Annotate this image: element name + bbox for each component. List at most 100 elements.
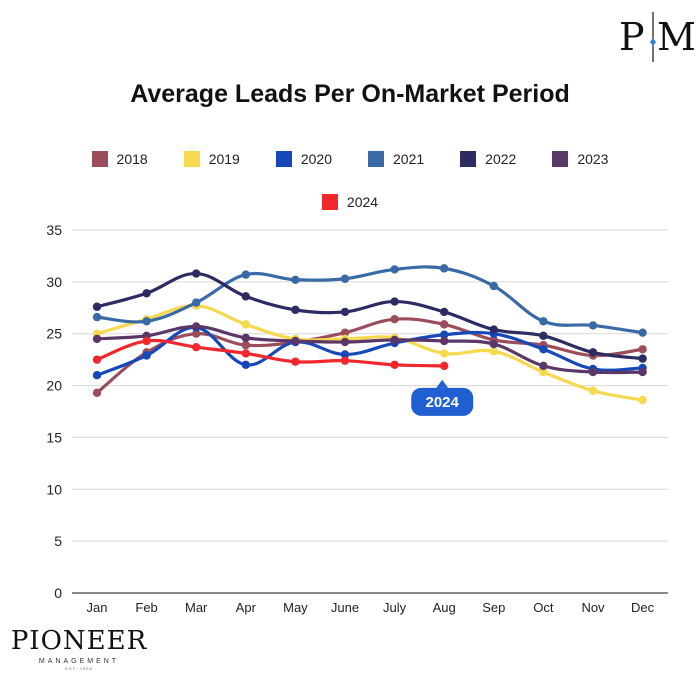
data-point-2021 (588, 321, 598, 330)
x-tick-label: Nov (581, 600, 605, 615)
data-point-2022 (291, 305, 300, 315)
x-tick-label: July (383, 600, 407, 615)
data-point-2024 (142, 336, 151, 346)
legend-label: 2020 (300, 151, 332, 167)
data-point-2023 (241, 333, 250, 343)
pm-monogram-divider (650, 12, 656, 62)
data-point-2021 (291, 275, 300, 284)
legend-item: 2019 (183, 151, 240, 167)
data-point-2021 (390, 265, 399, 274)
data-point-2022 (638, 354, 647, 363)
data-point-2021 (489, 281, 498, 291)
legend-swatch (183, 151, 200, 167)
data-point-2023 (390, 335, 399, 345)
data-point-2022 (340, 307, 350, 317)
data-point-2021 (92, 312, 102, 322)
legend-item: 2023 (552, 151, 608, 167)
pm-monogram-p: P (619, 15, 645, 59)
data-point-2019 (440, 349, 449, 358)
data-point-2023 (92, 334, 102, 344)
data-point-2023 (539, 361, 548, 371)
data-point-2024 (440, 361, 449, 371)
x-tick-label: Jan (87, 600, 108, 615)
data-point-2022 (92, 302, 102, 311)
data-point-2021 (340, 274, 350, 283)
data-point-2020 (142, 351, 151, 360)
pioneer-management-logo: PIONEER MANAGEMENT EST. 1998 (4, 628, 154, 671)
legend-swatch (91, 151, 108, 167)
x-tick-label: Mar (185, 600, 208, 615)
legend-item: 2024 (321, 194, 378, 210)
legend-swatch (275, 151, 292, 167)
data-point-2020 (539, 345, 548, 354)
data-point-2022 (142, 289, 151, 298)
y-tick-label: 30 (46, 274, 62, 290)
x-tick-label: Aug (433, 600, 456, 615)
pm-monogram-m: M (657, 15, 696, 59)
legend-label: 2021 (393, 151, 425, 167)
annotation-label: 2024 (426, 394, 460, 411)
data-point-2019 (489, 347, 498, 356)
y-tick-label: 0 (54, 585, 62, 601)
legend-item: 2020 (275, 151, 332, 167)
series-line-2021 (95, 265, 645, 335)
data-point-2024 (241, 349, 250, 358)
data-point-2019 (241, 320, 250, 329)
legend-swatch (368, 151, 384, 167)
legend-item: 2018 (91, 151, 148, 167)
data-point-2023 (440, 336, 449, 346)
brand-subtitle: MANAGEMENT (38, 658, 120, 665)
data-point-2022 (390, 297, 399, 306)
x-tick-label: May (283, 600, 308, 615)
data-point-2020 (92, 371, 102, 380)
data-point-2022 (192, 269, 201, 278)
data-point-2018 (390, 314, 399, 324)
series-line-2022 (95, 271, 645, 361)
data-point-2020 (340, 350, 350, 359)
x-tick-label: June (331, 600, 359, 615)
data-point-2024 (390, 360, 399, 370)
data-point-2018 (340, 328, 350, 337)
data-point-2018 (92, 388, 102, 398)
data-point-2020 (440, 330, 449, 339)
data-point-2022 (588, 348, 598, 357)
x-tick-label: Sep (482, 600, 505, 615)
brand-tagline: EST. 1998 (65, 666, 93, 671)
data-point-2020 (241, 360, 250, 370)
series-line-2023 (95, 324, 645, 375)
legend-item: 2021 (368, 151, 424, 167)
data-point-2024 (92, 355, 102, 364)
data-point-2021 (192, 298, 201, 307)
legend-label: 2023 (577, 151, 609, 167)
y-tick-label: 15 (46, 429, 62, 445)
data-point-2022 (440, 307, 449, 317)
y-tick-label: 5 (54, 533, 62, 549)
x-tick-label: Oct (533, 600, 554, 615)
legend-item: 2022 (460, 151, 516, 167)
series-line-2024 (95, 338, 446, 368)
data-point-2022 (489, 325, 498, 334)
data-point-2022 (241, 292, 250, 301)
data-point-2024 (340, 356, 350, 365)
data-point-2024 (192, 342, 201, 352)
legend-label: 2018 (116, 151, 148, 167)
legend-row-2: 2024 (0, 194, 700, 210)
data-point-2019 (638, 395, 647, 405)
data-point-2018 (638, 345, 647, 354)
data-point-2021 (241, 270, 250, 279)
data-point-2018 (192, 329, 201, 338)
data-point-2023 (192, 322, 201, 331)
data-point-2021 (142, 317, 151, 326)
data-point-2019 (539, 367, 548, 377)
x-tick-label: Apr (236, 600, 257, 615)
legend-swatch (460, 151, 477, 167)
chart-title: Average Leads Per On-Market Period (130, 80, 570, 108)
data-point-2023 (291, 336, 300, 346)
annotation-badge (411, 387, 474, 416)
pm-monogram-logo: P M (617, 10, 696, 62)
y-tick-label: 25 (46, 326, 62, 342)
data-point-2021 (440, 264, 449, 273)
y-tick-label: 20 (46, 378, 62, 394)
y-tick-label: 10 (46, 481, 62, 497)
